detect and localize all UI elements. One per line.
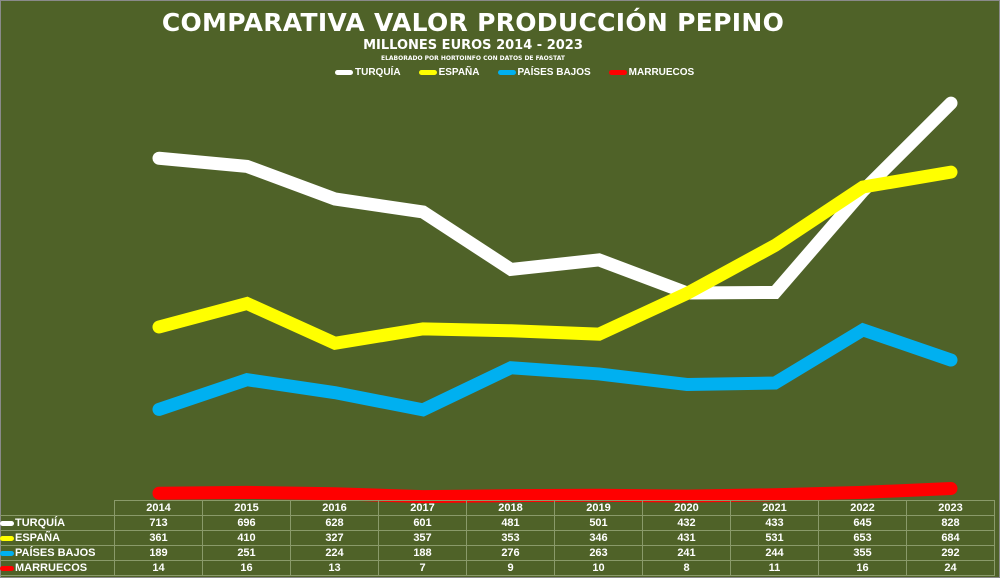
legend-label: ESPAÑA <box>438 67 480 78</box>
legend: TURQUÍA ESPAÑA PAÍSES BAJOS MARRUECOS <box>335 67 694 78</box>
data-label: 251 <box>202 545 291 561</box>
x-tick-label: 2016 <box>290 500 379 516</box>
data-label: 432 <box>642 515 731 531</box>
series-line-marruecos <box>152 481 958 504</box>
data-label: 276 <box>466 545 555 561</box>
data-label: 263 <box>554 545 643 561</box>
series-name: MARRUECOS <box>15 562 88 574</box>
data-label: 684 <box>906 530 995 546</box>
data-label: 189 <box>114 545 203 561</box>
legend-label: PAÍSES BAJOS <box>517 67 591 78</box>
data-label: 828 <box>906 515 995 531</box>
data-label: 7 <box>378 560 467 576</box>
data-label: 8 <box>642 560 731 576</box>
data-label: 628 <box>290 515 379 531</box>
data-label: 361 <box>114 530 203 546</box>
data-label: 24 <box>906 560 995 576</box>
x-tick-label: 2023 <box>906 500 995 516</box>
chart-title: COMPARATIVA VALOR PRODUCCIÓN PEPINO <box>161 8 785 37</box>
row-swatch <box>0 550 14 556</box>
legend-swatch <box>497 70 516 75</box>
table-row: MARRUECOS 14 16 13 7 9 10 8 11 16 24 <box>0 560 995 576</box>
chart-source: ELABORADO POR HORTOINFO CON DATOS DE FAO… <box>380 55 565 62</box>
x-tick-label: 2022 <box>818 500 907 516</box>
legend-item: TURQUÍA <box>335 67 401 78</box>
series-name: PAÍSES BAJOS <box>15 547 96 559</box>
data-label: 353 <box>466 530 555 546</box>
table-corner <box>0 501 115 516</box>
series-name: ESPAÑA <box>15 532 61 544</box>
data-label: 601 <box>378 515 467 531</box>
data-label: 292 <box>906 545 995 561</box>
data-label: 224 <box>290 545 379 561</box>
data-label: 713 <box>114 515 203 531</box>
series-line-países-bajos <box>152 322 958 417</box>
data-label: 14 <box>114 560 203 576</box>
data-label: 241 <box>642 545 731 561</box>
table-row: TURQUÍA 713 696 628 601 481 501 432 433 645 828 <box>0 515 995 531</box>
data-label: 355 <box>818 545 907 561</box>
legend-item: ESPAÑA <box>418 67 480 78</box>
table-row: PAÍSES BAJOS 189 251 224 188 276 263 241 244 355 2… <box>0 545 995 561</box>
row-label: ESPAÑA <box>0 530 115 546</box>
data-label: 346 <box>554 530 643 546</box>
data-label: 16 <box>202 560 291 576</box>
x-tick-label: 2017 <box>378 500 467 516</box>
data-label: 410 <box>202 530 291 546</box>
data-label: 13 <box>290 560 379 576</box>
data-label: 431 <box>642 530 731 546</box>
data-label: 11 <box>730 560 819 576</box>
data-label: 10 <box>554 560 643 576</box>
series-line-españa <box>152 165 958 350</box>
series-line-turquía <box>152 96 958 300</box>
row-label: MARRUECOS <box>0 560 115 576</box>
legend-swatch <box>418 70 437 75</box>
chart-subtitle: MILLONES EUROS 2014 - 2023 <box>363 38 583 53</box>
data-label: 653 <box>818 530 907 546</box>
row-label: PAÍSES BAJOS <box>0 545 115 561</box>
legend-swatch <box>608 70 627 75</box>
data-label: 696 <box>202 515 291 531</box>
data-label: 16 <box>818 560 907 576</box>
data-label: 327 <box>290 530 379 546</box>
legend-swatch <box>335 70 353 75</box>
row-swatch <box>0 535 14 541</box>
data-table: 2014 2015 2016 2017 2018 2019 2020 2021 2022 2023… <box>0 500 995 576</box>
row-swatch <box>0 520 14 526</box>
series-name: TURQUÍA <box>15 517 66 529</box>
data-label: 357 <box>378 530 467 546</box>
table-header-row: 2014 2015 2016 2017 2018 2019 2020 2021 2022 2023 <box>0 500 995 516</box>
x-tick-label: 2019 <box>554 500 643 516</box>
data-label: 433 <box>730 515 819 531</box>
row-swatch <box>0 565 14 571</box>
row-label: TURQUÍA <box>0 515 115 531</box>
table-row: ESPAÑA 361 410 327 357 353 346 431 531 653 684 <box>0 530 995 546</box>
data-label: 481 <box>466 515 555 531</box>
data-label: 188 <box>378 545 467 561</box>
x-tick-label: 2018 <box>466 500 555 516</box>
data-label: 645 <box>818 515 907 531</box>
data-label: 501 <box>554 515 643 531</box>
legend-label: TURQUÍA <box>355 67 401 78</box>
legend-item: MARRUECOS <box>608 67 695 78</box>
data-label: 244 <box>730 545 819 561</box>
data-label: 531 <box>730 530 819 546</box>
x-tick-label: 2015 <box>202 500 291 516</box>
x-tick-label: 2021 <box>730 500 819 516</box>
data-label: 9 <box>466 560 555 576</box>
legend-item: PAÍSES BAJOS <box>497 67 591 78</box>
legend-label: MARRUECOS <box>628 67 695 78</box>
x-tick-label: 2014 <box>114 500 203 516</box>
x-tick-label: 2020 <box>642 500 731 516</box>
